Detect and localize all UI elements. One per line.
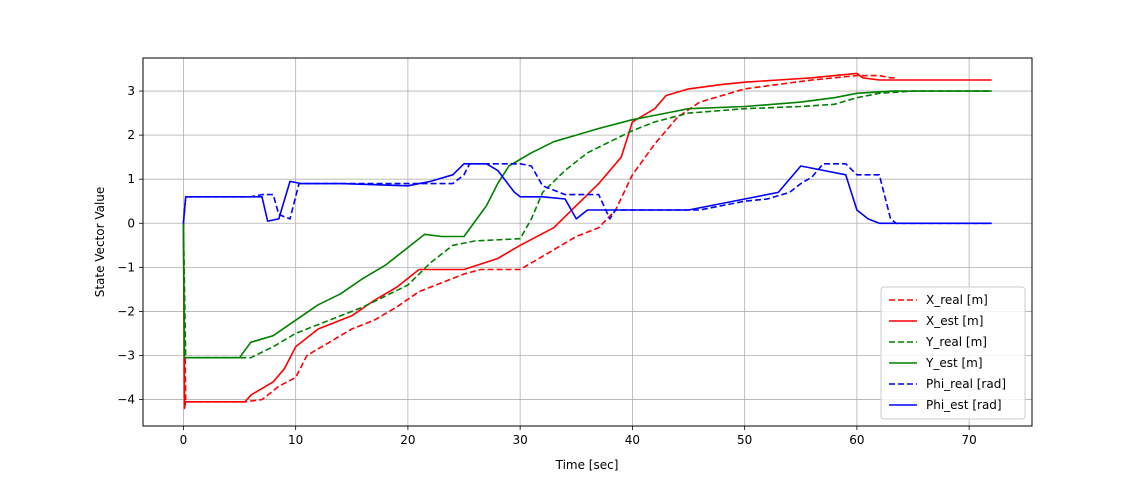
series-line-1 xyxy=(182,72,992,410)
legend-entry-4: Phi_real [rad] xyxy=(926,377,1006,391)
y-tick-label: −1 xyxy=(117,260,135,274)
y-axis-label: State Vector Value xyxy=(93,187,107,298)
series-line-5 xyxy=(182,163,992,225)
x-tick-label: 10 xyxy=(288,433,303,447)
x-tick-label: 30 xyxy=(513,433,528,447)
x-axis-label: Time [sec] xyxy=(555,458,619,472)
y-tick-label: 2 xyxy=(127,128,135,142)
legend: X_real [m] X_est [m] Y_real [m] Y_est [m] Ph… xyxy=(880,286,1026,420)
y-tick-label: 0 xyxy=(127,216,135,230)
plot-frame xyxy=(142,57,1033,427)
x-tick-label: 20 xyxy=(400,433,415,447)
legend-entry-0: X_real [m] xyxy=(926,293,988,307)
legend-entry-5: Phi_est [rad] xyxy=(926,398,1002,412)
y-tick-label: −2 xyxy=(117,304,135,318)
y-axis-ticks: −4 −3 −2 −1 0 1 2 3 xyxy=(117,84,143,407)
legend-box xyxy=(880,286,1026,420)
legend-entry-1: X_est [m] xyxy=(926,314,983,328)
x-tick-label: 50 xyxy=(737,433,752,447)
x-tick-label: 40 xyxy=(625,433,640,447)
legend-entry-3: Y_est [m] xyxy=(925,356,983,370)
y-tick-label: −4 xyxy=(117,393,135,407)
y-tick-label: −3 xyxy=(117,348,135,362)
legend-entry-2: Y_real [m] xyxy=(925,335,987,349)
y-tick-label: 1 xyxy=(127,172,135,186)
series-line-0 xyxy=(182,74,897,403)
x-axis-ticks: 0 10 20 30 40 50 60 70 xyxy=(180,426,977,447)
series-line-2 xyxy=(182,90,992,359)
y-tick-label: 3 xyxy=(127,84,135,98)
x-tick-label: 0 xyxy=(180,433,188,447)
series-line-4 xyxy=(182,163,992,225)
series-lines xyxy=(182,72,992,410)
series-line-3 xyxy=(182,90,992,359)
x-tick-label: 60 xyxy=(849,433,864,447)
x-tick-label: 70 xyxy=(962,433,977,447)
